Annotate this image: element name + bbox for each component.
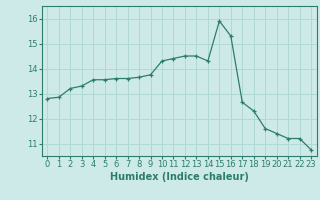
X-axis label: Humidex (Indice chaleur): Humidex (Indice chaleur): [110, 172, 249, 182]
